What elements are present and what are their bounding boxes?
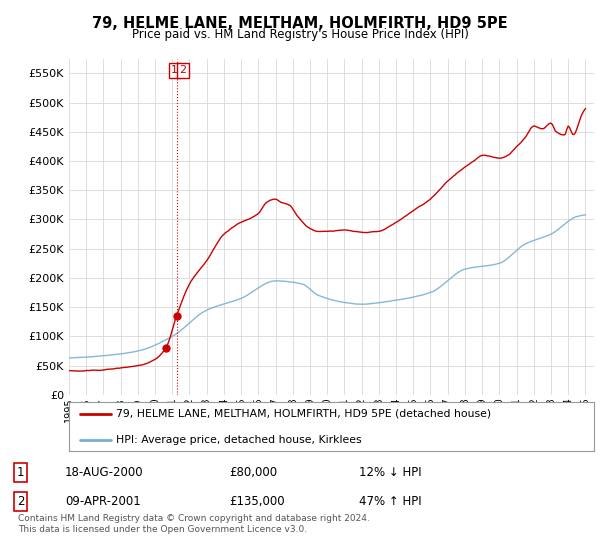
- Text: £135,000: £135,000: [229, 494, 285, 507]
- Text: Contains HM Land Registry data © Crown copyright and database right 2024.
This d: Contains HM Land Registry data © Crown c…: [18, 514, 370, 534]
- Text: 18-AUG-2000: 18-AUG-2000: [65, 466, 143, 479]
- Text: 2: 2: [179, 66, 187, 76]
- Text: 12% ↓ HPI: 12% ↓ HPI: [359, 466, 421, 479]
- Text: 2: 2: [17, 494, 25, 507]
- Text: Price paid vs. HM Land Registry's House Price Index (HPI): Price paid vs. HM Land Registry's House …: [131, 28, 469, 41]
- Text: £80,000: £80,000: [229, 466, 278, 479]
- Text: HPI: Average price, detached house, Kirklees: HPI: Average price, detached house, Kirk…: [116, 435, 362, 445]
- Text: 79, HELME LANE, MELTHAM, HOLMFIRTH, HD9 5PE (detached house): 79, HELME LANE, MELTHAM, HOLMFIRTH, HD9 …: [116, 409, 491, 419]
- Text: 09-APR-2001: 09-APR-2001: [65, 494, 140, 507]
- Text: 1: 1: [171, 66, 178, 76]
- Text: 1: 1: [17, 466, 25, 479]
- Text: 47% ↑ HPI: 47% ↑ HPI: [359, 494, 421, 507]
- Text: 79, HELME LANE, MELTHAM, HOLMFIRTH, HD9 5PE: 79, HELME LANE, MELTHAM, HOLMFIRTH, HD9 …: [92, 16, 508, 31]
